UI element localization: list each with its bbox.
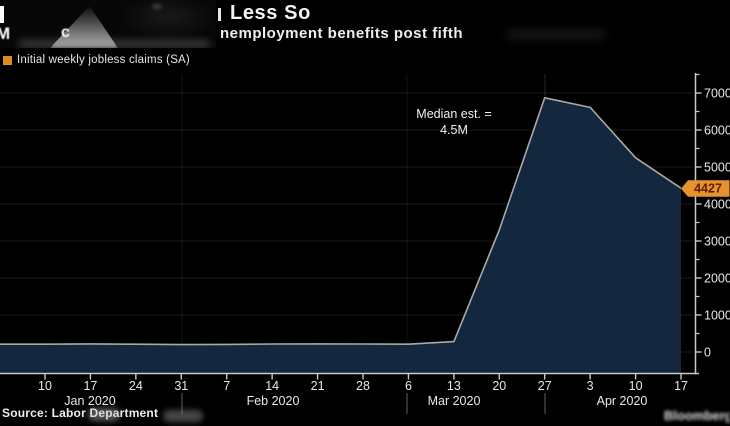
- month-label: Mar 2020: [428, 394, 481, 408]
- legend-swatch-icon: [3, 56, 12, 65]
- smudge: [163, 410, 203, 422]
- annotation-line1: Median est. =: [416, 107, 492, 121]
- y-tick-label: 3000: [704, 235, 730, 249]
- y-tick-label: 6000: [704, 124, 730, 138]
- x-tick-label: 24: [129, 379, 143, 393]
- chart-title-line2: nemployment benefits post fifth: [220, 25, 464, 42]
- smudge: [506, 29, 606, 41]
- series-line: [0, 97, 682, 346]
- x-tick-label: 17: [83, 379, 97, 393]
- cut-text-fragment: [218, 8, 221, 21]
- month-label: Feb 2020: [247, 394, 300, 408]
- y-tick-label: 1000: [704, 309, 730, 323]
- x-tick-label: 31: [174, 379, 188, 393]
- x-tick-label: 7: [223, 379, 230, 393]
- month-label: Jan 2020: [64, 394, 115, 408]
- x-tick-label: 21: [311, 379, 325, 393]
- y-tick-label: 2000: [704, 272, 730, 286]
- y-tick-label: 5000: [704, 161, 730, 175]
- x-tick-label: 3: [587, 379, 594, 393]
- smudge: [88, 408, 120, 421]
- annotation-line2: 4.5M: [440, 123, 468, 137]
- x-tick-label: 14: [265, 379, 279, 393]
- y-tick-label: 0: [704, 346, 711, 360]
- censored-region: M c: [0, 0, 216, 48]
- cut-text-fragment: M: [0, 24, 11, 43]
- x-tick-label: 27: [538, 379, 552, 393]
- median-estimate-annotation: Median est. = 4.5M: [390, 106, 518, 138]
- cut-text-fragment: [0, 6, 4, 23]
- last-value-badge: [681, 180, 730, 197]
- y-tick-label: 4000: [704, 198, 730, 212]
- y-tick-label: 7000: [704, 87, 730, 101]
- chart-title-line1: Less So: [230, 2, 311, 24]
- x-tick-label: 13: [447, 379, 461, 393]
- cut-text-fragment: c: [61, 24, 70, 41]
- x-tick-label: 6: [405, 379, 412, 393]
- area-fill: [0, 97, 681, 374]
- last-value-label: 4427: [694, 182, 722, 196]
- dark-smudge: [118, 0, 216, 40]
- source-caption: Source: Labor Department: [2, 406, 159, 420]
- gray-smudge-strip: [18, 40, 210, 48]
- month-label: Apr 2020: [597, 394, 648, 408]
- light-speck: [152, 4, 162, 9]
- x-tick-label: 17: [674, 379, 688, 393]
- legend-label: Initial weekly jobless claims (SA): [17, 54, 190, 66]
- x-tick-label: 10: [629, 379, 643, 393]
- x-tick-label: 10: [38, 379, 52, 393]
- x-tick-label: 28: [356, 379, 370, 393]
- x-tick-label: 20: [492, 379, 506, 393]
- bloomberg-watermark: Bloomberg: [664, 408, 730, 423]
